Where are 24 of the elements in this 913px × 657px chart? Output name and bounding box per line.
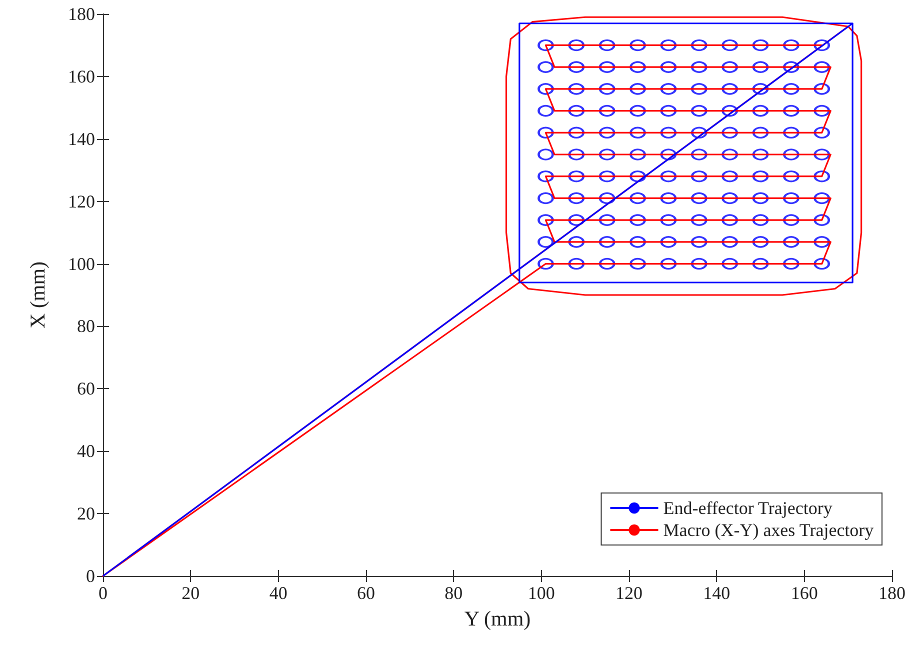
x-axis-title: Y (mm): [464, 606, 531, 630]
y-tick-label: 120: [68, 191, 95, 212]
y-tick-label: 0: [86, 566, 95, 586]
x-tick-label: 100: [528, 583, 555, 603]
legend-label: Macro (X-Y) axes Trajectory: [663, 520, 874, 540]
x-tick-label: 60: [357, 583, 375, 603]
x-tick-label: 140: [703, 583, 730, 603]
legend-label: End-effector Trajectory: [663, 498, 832, 518]
x-tick-label: 120: [616, 583, 642, 603]
y-tick-label: 140: [68, 128, 95, 149]
y-tick-label: 60: [77, 378, 95, 399]
y-tick-label: 100: [68, 254, 95, 274]
x-tick-label: 160: [790, 583, 818, 603]
x-tick-label: 20: [182, 583, 200, 603]
x-tick-label: 0: [98, 583, 108, 603]
y-tick-label: 20: [77, 504, 95, 524]
y-tick-label: 160: [68, 66, 95, 86]
x-tick-label: 180: [878, 583, 906, 603]
y-tick-label: 80: [77, 316, 95, 336]
x-tick-label: 80: [444, 583, 463, 603]
x-tick-label: 40: [269, 583, 288, 603]
y-axis-title: X (mm): [26, 261, 50, 329]
y-tick-label: 180: [68, 4, 95, 24]
y-tick-label: 40: [77, 441, 95, 462]
